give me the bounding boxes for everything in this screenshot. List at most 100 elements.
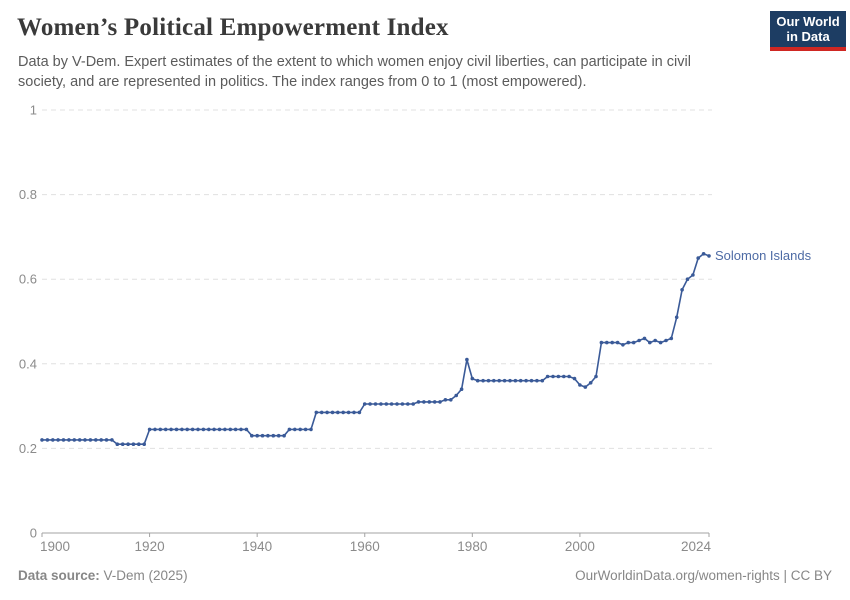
data-point-1921[interactable] [153,427,157,432]
data-point-2023[interactable] [701,252,706,256]
data-point-1969[interactable] [411,402,416,406]
data-point-2014[interactable] [653,338,657,343]
data-point-2008[interactable] [621,343,625,347]
data-point-1938[interactable] [244,427,249,432]
data-point-1927[interactable] [185,427,189,432]
data-point-2020[interactable] [685,277,690,282]
data-point-1903[interactable] [56,438,60,442]
data-point-1933[interactable] [217,427,222,432]
data-point-1919[interactable] [142,442,146,447]
data-point-1999[interactable] [572,376,577,381]
data-point-1950[interactable] [309,427,313,432]
data-point-1923[interactable] [163,427,168,432]
data-point-2022[interactable] [696,256,700,260]
data-point-1943[interactable] [271,433,276,438]
data-point-1972[interactable] [427,400,432,404]
data-point-1960[interactable] [362,402,367,406]
data-point-1978[interactable] [459,387,464,392]
data-point-2000[interactable] [578,383,582,387]
data-point-2002[interactable] [588,381,593,385]
data-point-1934[interactable] [223,427,227,432]
data-point-1913[interactable] [110,438,114,442]
data-point-2011[interactable] [637,338,641,343]
data-point-1942[interactable] [266,433,270,438]
data-point-1902[interactable] [51,438,55,442]
data-point-2012[interactable] [642,336,647,341]
data-point-2017[interactable] [669,336,674,341]
owid-credit-link[interactable]: OurWorldinData.org/women-rights | CC BY [575,568,832,583]
data-point-1982[interactable] [481,378,485,383]
data-point-1984[interactable] [492,378,496,383]
data-point-2001[interactable] [583,385,588,389]
data-point-1918[interactable] [137,442,141,447]
data-point-1988[interactable] [513,378,518,383]
data-point-2007[interactable] [615,340,620,345]
data-point-1968[interactable] [406,402,410,406]
data-point-1961[interactable] [368,402,372,406]
data-point-2010[interactable] [631,340,636,345]
data-point-1906[interactable] [72,438,77,442]
data-point-1946[interactable] [287,427,292,432]
data-point-1963[interactable] [379,402,383,406]
data-point-1973[interactable] [432,400,437,404]
data-point-2015[interactable] [658,340,663,345]
data-point-1912[interactable] [104,438,109,442]
data-point-1911[interactable] [99,438,103,442]
data-point-2024[interactable] [707,254,711,258]
data-point-1992[interactable] [535,378,539,383]
data-point-1931[interactable] [207,427,211,432]
data-point-1998[interactable] [567,374,571,379]
data-point-1908[interactable] [83,438,87,442]
data-point-1920[interactable] [147,427,152,432]
data-point-1958[interactable] [352,410,356,415]
data-point-2006[interactable] [610,340,614,345]
data-point-1935[interactable] [228,427,233,432]
data-point-1981[interactable] [475,378,480,383]
data-point-1939[interactable] [250,433,254,438]
data-point-1916[interactable] [126,442,130,447]
data-point-2003[interactable] [594,374,598,379]
data-point-1910[interactable] [94,438,98,442]
data-point-2005[interactable] [605,340,609,345]
data-point-1951[interactable] [314,410,319,415]
data-point-1962[interactable] [373,402,378,406]
data-point-1996[interactable] [556,374,561,379]
owid-logo[interactable]: Our World in Data [770,11,846,51]
data-point-1930[interactable] [201,427,206,432]
data-point-1936[interactable] [233,427,238,432]
data-point-1957[interactable] [346,410,351,415]
data-point-2018[interactable] [674,315,679,320]
data-point-1917[interactable] [131,442,136,447]
data-point-1990[interactable] [524,378,528,383]
data-point-1944[interactable] [276,433,281,438]
data-point-1905[interactable] [67,438,71,442]
data-point-1932[interactable] [212,427,216,432]
data-point-1925[interactable] [174,427,179,432]
data-point-1976[interactable] [449,398,453,402]
data-point-1956[interactable] [341,410,346,415]
data-point-1965[interactable] [389,402,394,406]
data-point-1948[interactable] [298,427,303,432]
data-point-1959[interactable] [357,410,362,415]
data-point-1915[interactable] [120,442,125,447]
data-point-1952[interactable] [319,410,324,415]
data-point-1985[interactable] [497,378,502,383]
data-point-1947[interactable] [293,427,297,432]
data-point-1945[interactable] [282,433,286,438]
data-point-1970[interactable] [416,400,421,404]
data-point-1997[interactable] [562,374,566,379]
data-point-1974[interactable] [438,400,442,404]
data-point-1993[interactable] [540,378,545,383]
data-point-1983[interactable] [486,378,491,383]
data-point-1901[interactable] [45,438,50,442]
series-label-solomon-islands[interactable]: Solomon Islands [715,247,812,263]
data-point-1989[interactable] [518,378,523,383]
data-point-1914[interactable] [115,442,120,447]
data-point-2021[interactable] [691,273,695,277]
data-point-1995[interactable] [551,374,555,379]
data-point-1953[interactable] [325,410,329,415]
data-point-1971[interactable] [422,400,426,404]
data-point-2004[interactable] [599,340,604,345]
data-point-1928[interactable] [190,427,195,432]
